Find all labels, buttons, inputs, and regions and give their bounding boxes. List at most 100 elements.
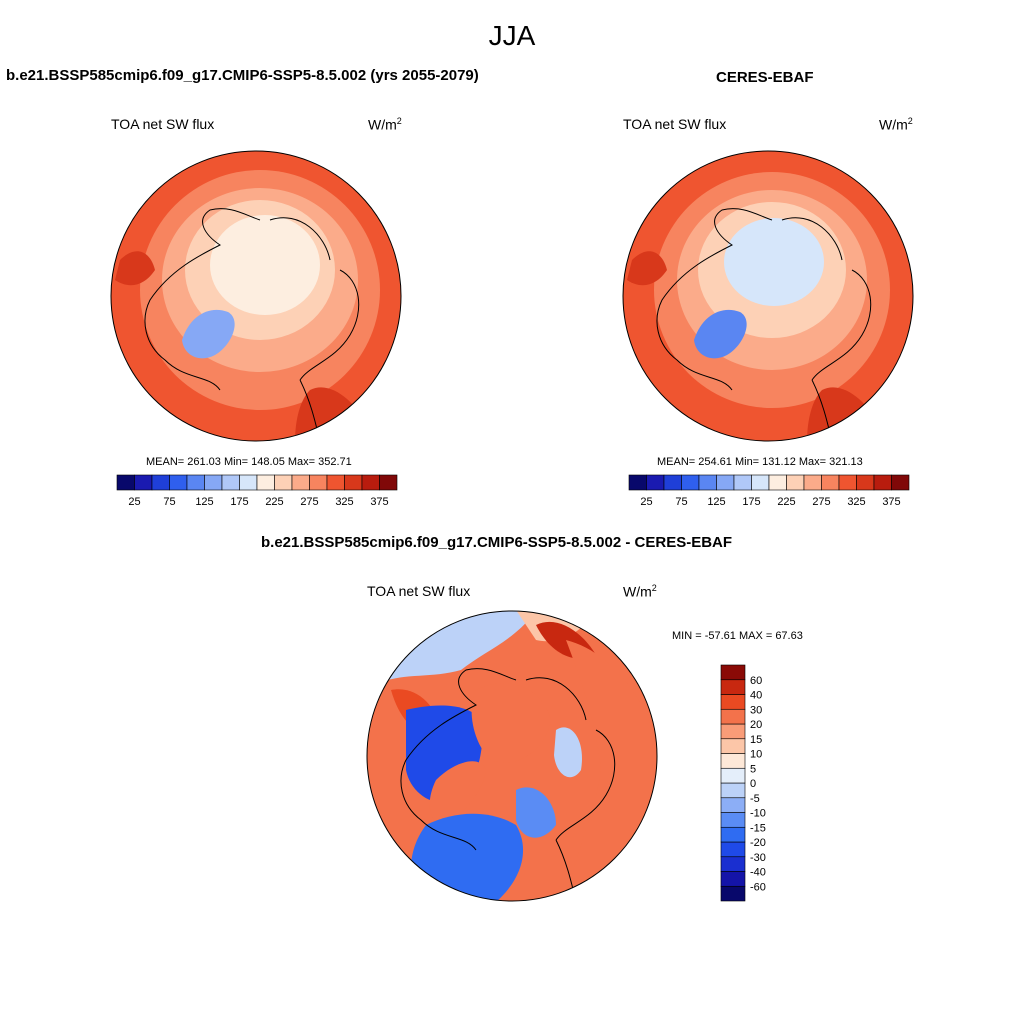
panel-3-title: b.e21.BSSP585cmip6.f09_g17.CMIP6-SSP5-8.… <box>261 534 733 551</box>
panel-1-units: W/m2 <box>368 116 402 133</box>
colorbar-2-tick-label: 175 <box>742 496 760 508</box>
panel-1-stats: MEAN= 261.03 Min= 148.05 Max= 352.71 <box>146 456 352 468</box>
colorbar-3: -60 -40 -30 -20 -15 -10 -5 0 5 10 15 20 30 40 60 <box>720 664 766 902</box>
map-1-pacific-field <box>115 251 155 286</box>
colorbar-1-tick-label: 175 <box>230 496 248 508</box>
colorbar-2-swatch <box>751 474 770 491</box>
colorbar-2-tick-label: 325 <box>847 496 865 508</box>
colorbar-2-swatch <box>838 474 857 491</box>
colorbar-3-tick-label: 0 <box>750 778 756 790</box>
colorbar-1-swatch <box>239 474 258 491</box>
map-3-siberia-negative <box>554 727 582 778</box>
colorbar-1-tick-label: 325 <box>335 496 353 508</box>
colorbar-3-swatch <box>720 679 746 695</box>
colorbar-1-swatch <box>186 474 205 491</box>
colorbar-2-tick-label: 25 <box>640 496 652 508</box>
colorbar-3-tick-label: -20 <box>750 837 766 849</box>
colorbar-3-tick-label: -60 <box>750 881 766 893</box>
colorbar-1-tick-label: 25 <box>128 496 140 508</box>
colorbar-1-tick-label: 75 <box>163 496 175 508</box>
colorbar-2-swatch <box>821 474 840 491</box>
map-3-polar-plot <box>366 610 658 902</box>
map-2-border <box>622 150 914 442</box>
colorbar-2: 25 75 125 175 225 275 325 375 <box>628 474 910 508</box>
colorbar-3-swatch <box>720 694 746 710</box>
colorbar-2-swatch <box>681 474 700 491</box>
colorbar-1-tick-label: 225 <box>265 496 283 508</box>
colorbar-3-swatch <box>720 664 746 681</box>
colorbar-3-swatch <box>720 738 746 754</box>
colorbar-1: 25 75 125 175 225 275 325 375 <box>116 474 398 508</box>
colorbar-1-swatch <box>291 474 310 491</box>
panel-1-variable-label: TOA net SW flux <box>111 116 215 132</box>
colorbar-3-swatch <box>720 797 746 813</box>
colorbar-1-tick-label: 275 <box>300 496 318 508</box>
colorbar-1-swatch <box>134 474 153 491</box>
colorbar-2-swatch <box>733 474 752 491</box>
colorbar-2-swatch <box>716 474 735 491</box>
map-3-border <box>366 610 658 902</box>
panel-3-units: W/m2 <box>623 583 657 600</box>
colorbar-2-swatch <box>768 474 787 491</box>
colorbar-3-tick-label: 30 <box>750 704 762 716</box>
colorbar-1-swatch <box>309 474 328 491</box>
colorbar-3-tick-label: -40 <box>750 867 766 879</box>
colorbar-1-tick-label: 125 <box>195 496 213 508</box>
panel-2-variable-label: TOA net SW flux <box>623 116 727 132</box>
panel-3-variable-label: TOA net SW flux <box>367 583 471 599</box>
colorbar-2-tick-label: 225 <box>777 496 795 508</box>
colorbar-3-swatch <box>720 826 746 843</box>
colorbar-1-tick-label: 375 <box>370 496 388 508</box>
colorbar-2-tick-label: 75 <box>675 496 687 508</box>
colorbar-3-tick-label: -10 <box>750 808 766 820</box>
map-2-polar-field <box>724 218 824 306</box>
map-1-coastlines <box>144 208 360 441</box>
colorbar-2-tick-label: 125 <box>707 496 725 508</box>
colorbar-3-tick-label: 60 <box>750 675 762 687</box>
colorbar-1-swatch <box>344 474 363 491</box>
panel-1-title: b.e21.BSSP585cmip6.f09_g17.CMIP6-SSP5-8.… <box>6 67 479 84</box>
colorbar-1-swatch <box>326 474 345 491</box>
colorbar-3-tick-label: -5 <box>750 793 760 805</box>
colorbar-2-swatch <box>646 474 665 491</box>
colorbar-1-swatch <box>256 474 275 491</box>
colorbar-3-tick-label: 40 <box>750 690 762 702</box>
map-3-coastlines <box>400 668 616 901</box>
colorbar-1-swatch <box>379 474 398 491</box>
colorbar-3-tick-label: -15 <box>750 822 766 834</box>
map-3-hudson-negative <box>516 787 556 838</box>
map-1-polar-field <box>210 215 320 315</box>
colorbar-2-tick-label: 275 <box>812 496 830 508</box>
colorbar-3-swatch <box>720 812 746 828</box>
map-1-greenland-field <box>182 309 235 359</box>
colorbar-3-tick-label: 10 <box>750 749 762 761</box>
colorbar-3-swatch <box>720 708 746 725</box>
map-2-pacific-field <box>627 251 667 286</box>
colorbar-1-swatch <box>169 474 188 491</box>
colorbar-3-swatch <box>720 767 746 784</box>
figure-title: JJA <box>488 20 536 51</box>
panel-3-stats: MIN = -57.61 MAX = 67.63 <box>672 630 803 642</box>
map-1-border <box>110 150 402 442</box>
colorbar-1-swatch <box>221 474 240 491</box>
colorbar-3-swatch <box>720 753 746 769</box>
panel-2-stats: MEAN= 254.61 Min= 131.12 Max= 321.13 <box>657 456 863 468</box>
map-2-greenland-field <box>694 309 747 359</box>
map-3-canada-negative <box>410 813 524 901</box>
colorbar-3-swatch <box>720 782 746 799</box>
colorbar-3-swatch <box>720 856 746 872</box>
colorbar-1-swatch <box>274 474 293 491</box>
colorbar-3-tick-label: 20 <box>750 719 762 731</box>
map-3-arctic-positive <box>471 683 551 763</box>
colorbar-2-swatch <box>803 474 822 491</box>
panel-2-title: CERES-EBAF <box>716 69 814 86</box>
colorbar-1-swatch <box>204 474 223 491</box>
colorbar-3-swatch <box>720 723 746 740</box>
colorbar-2-swatch <box>891 474 910 491</box>
colorbar-2-swatch <box>873 474 892 491</box>
colorbar-3-tick-label: -30 <box>750 852 766 864</box>
colorbar-1-swatch <box>116 474 135 491</box>
colorbar-2-swatch <box>628 474 647 491</box>
colorbar-3-swatch <box>720 841 746 858</box>
colorbar-2-swatch <box>663 474 682 491</box>
